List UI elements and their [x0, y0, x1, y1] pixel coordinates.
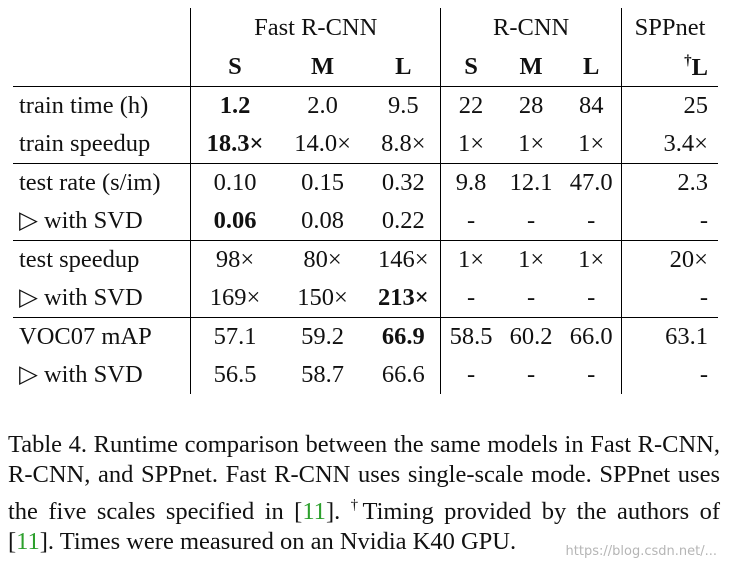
table-cell: 66.9 — [366, 317, 442, 356]
table-cell: 0.10 — [190, 163, 279, 202]
table-cell: 1× — [500, 240, 562, 279]
group-header-rcnn: R-CNN — [440, 8, 623, 48]
table-cell: 0.32 — [366, 163, 442, 202]
table-cell: 98× — [190, 240, 279, 279]
caption-dagger: † — [350, 497, 363, 513]
table-cell: 80× — [278, 240, 367, 279]
table-cell: 0.08 — [301, 206, 345, 234]
table-row: VOC07 mAP 57.1 59.2 66.9 58.5 60.2 66.0 63.1 — [13, 317, 718, 356]
runtime-comparison-table-wrapper: Fast R-CNN R-CNN SPPnet S M L S M L †L t… — [13, 8, 718, 394]
subheader-sppnet-l: †L — [621, 48, 718, 87]
table-cell: 84 — [561, 86, 623, 125]
subheader-sppnet-l-text: L — [691, 53, 708, 81]
caption-part2: ]. — [325, 498, 351, 525]
table-cell: 60.2 — [500, 317, 562, 356]
table-cell: 66.0 — [561, 317, 623, 356]
table-cell: 0.22 — [366, 202, 442, 241]
row-label: ▷ with SVD — [13, 356, 192, 394]
subheader-fast-l: L — [366, 48, 442, 87]
table-cell: 2.3 — [621, 163, 718, 202]
table-cell: 2.0 — [278, 86, 367, 125]
runtime-comparison-table: Fast R-CNN R-CNN SPPnet S M L S M L †L t… — [13, 8, 718, 394]
table-cell: 9.8 — [440, 163, 501, 202]
subheader-rcnn-m: M — [500, 48, 562, 87]
caption-part3: Timing provided by the authors of [ — [8, 498, 720, 555]
group-header-fast-rcnn: Fast R-CNN — [190, 8, 442, 48]
table-cell: 1× — [518, 129, 545, 157]
table-cell: - — [561, 279, 623, 318]
row-label: train time (h) — [13, 86, 192, 125]
table-cell: 58.7 — [301, 360, 345, 388]
table-cell: 14.0× — [294, 129, 351, 157]
row-label: train speedup — [13, 125, 192, 164]
table-cell: 9.5 — [366, 86, 442, 125]
table-cell: - — [466, 360, 476, 388]
table-cell: 18.3× — [206, 129, 264, 157]
table-cell: 1× — [440, 240, 501, 279]
corner-cell — [13, 8, 192, 48]
table-cell: 25 — [621, 86, 718, 125]
table-cell: 66.6 — [366, 356, 442, 394]
row-label: ▷ with SVD — [13, 202, 192, 241]
table-cell: 0.15 — [278, 163, 367, 202]
table-row: train time (h) 1.2 2.0 9.5 22 28 84 25 — [13, 86, 718, 125]
citation-link-2[interactable]: 11 — [16, 528, 40, 555]
table-row: train speedup 18.3× 14.0× 8.8× 1× 1× 1× 3.4× — [13, 125, 718, 164]
table-cell: - — [466, 283, 476, 311]
table-cell: 3.4× — [663, 129, 708, 157]
caption-part1: Table 4. Runtime comparison between the … — [8, 431, 720, 525]
table-row: test speedup 98× 80× 146× 1× 1× 1× 20× — [13, 240, 718, 279]
table-row: test rate (s/im) 0.10 0.15 0.32 9.8 12.1 47.0 2… — [13, 163, 718, 202]
table-cell: 63.1 — [621, 317, 718, 356]
table-cell: - — [466, 206, 476, 234]
table-row: ▷ with SVD 56.5 58.7 66.6- - - - — [13, 356, 718, 394]
table-cell: - — [561, 202, 623, 241]
subheader-rcnn-s: S — [440, 48, 501, 87]
table-caption: Table 4. Runtime comparison between the … — [8, 430, 720, 557]
subheader-rcnn-l: L — [561, 48, 623, 87]
table-cell: - — [699, 360, 708, 388]
table-cell: 58.5 — [440, 317, 501, 356]
subheader-fast-s: S — [190, 48, 279, 87]
table-cell: 22 — [440, 86, 501, 125]
table-row: ▷ with SVD 0.06 0.08 0.22- - - - — [13, 202, 718, 241]
table-cell: 47.0 — [561, 163, 623, 202]
table-cell: 8.8× — [366, 125, 442, 164]
table-body: train time (h) 1.2 2.0 9.5 22 28 84 25 train spe… — [13, 86, 718, 394]
table-cell: 56.5 — [213, 360, 257, 388]
row-label: ▷ with SVD — [13, 279, 192, 318]
table-row: ▷ with SVD 169× 150× 213× - - - - — [13, 279, 718, 318]
group-header-sppnet: SPPnet — [634, 13, 706, 41]
caption-part4: ]. Times were measured on an Nvidia K40 … — [39, 528, 517, 555]
citation-link-1[interactable]: 11 — [302, 498, 326, 525]
row-label: VOC07 mAP — [13, 317, 192, 356]
subheader-fast-m: M — [278, 48, 367, 87]
table-cell: - — [699, 283, 708, 311]
table-cell: 20× — [621, 240, 718, 279]
table-cell: 1.2 — [190, 86, 279, 125]
row-label: test rate (s/im) — [13, 163, 192, 202]
table-cell: 1× — [458, 129, 485, 157]
table-cell: 57.1 — [190, 317, 279, 356]
table-cell: 146× — [366, 240, 442, 279]
dagger-mark: † — [684, 52, 692, 69]
table-cell: 213× — [366, 279, 442, 318]
row-label: test speedup — [13, 240, 192, 279]
corner-cell-2 — [13, 48, 192, 87]
table-cell: 169× — [209, 283, 261, 311]
table-cell: 1× — [561, 125, 623, 164]
table-cell: - — [699, 206, 708, 234]
watermark: https://blog.csdn.net/... — [565, 544, 717, 559]
table-cell: 12.1 — [500, 163, 562, 202]
table-cell: - — [527, 283, 536, 311]
table-cell: 0.06 — [213, 206, 257, 234]
table-cell: 28 — [500, 86, 562, 125]
table-cell: - — [561, 356, 623, 394]
table-cell: 1× — [561, 240, 623, 279]
table-cell: 150× — [297, 283, 348, 311]
table-cell: - — [527, 360, 536, 388]
table-cell: - — [527, 206, 536, 234]
table-cell: 59.2 — [278, 317, 367, 356]
